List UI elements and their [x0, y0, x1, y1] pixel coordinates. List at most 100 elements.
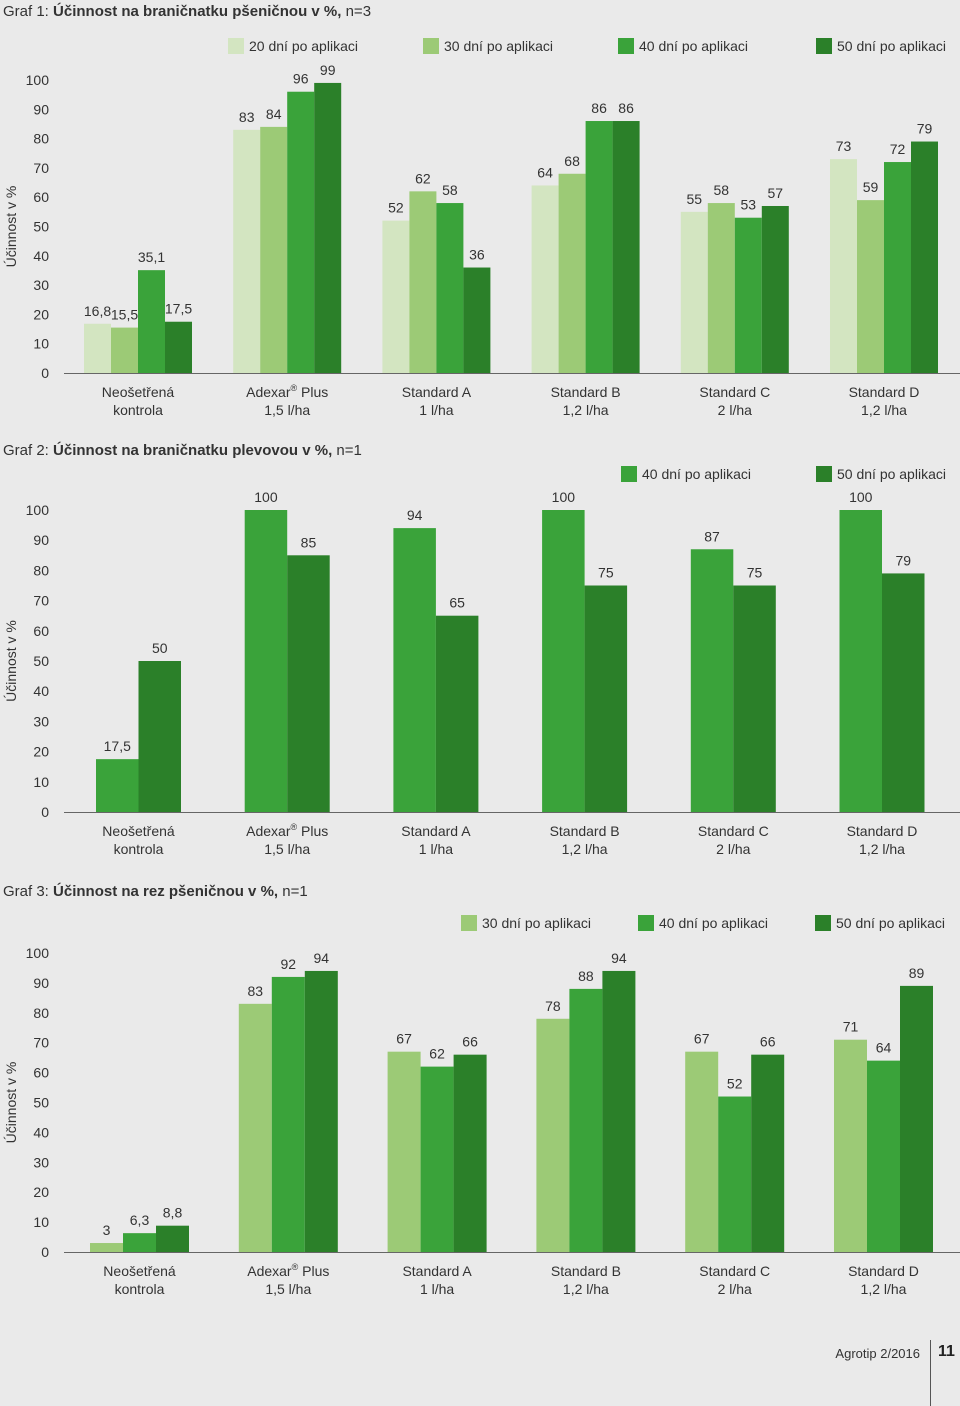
chart-1-legend-label-3: 40 dní po aplikaci — [639, 38, 748, 54]
chart-2-bar-2-1 — [244, 510, 288, 812]
chart-2-category-1-line1: Neošetřená — [102, 823, 175, 839]
chart-2-value-label-6-2: 79 — [895, 552, 911, 568]
chart-2-value-label-2-1: 100 — [254, 489, 278, 505]
chart-3-title-bold: Účinnost na rez pšeničnou v %, — [53, 883, 279, 900]
chart-3-bar-6-1 — [834, 1039, 867, 1252]
chart-1-value-label-2-1: 83 — [239, 109, 255, 125]
chart-3: Účinnost v % 0 10 20 30 40 50 60 70 80 90 100 30 dní… — [3, 915, 960, 1297]
chart-3-bar-4-2 — [569, 988, 603, 1252]
chart-3-value-label-3-1: 67 — [396, 1031, 412, 1047]
chart-2-title-prefix: Graf 2: — [3, 442, 54, 459]
chart-1-title-bold: Účinnost na braničnatku pšeničnou v %, — [53, 3, 342, 20]
chart-1-category-6-line2: 1,2 l/ha — [861, 402, 907, 418]
chart-2-title-suffix: n=1 — [332, 442, 362, 459]
chart-2-category-2-line1: Adexar® Plus — [246, 822, 328, 839]
chart-3-ytick-90: 90 — [33, 975, 49, 991]
chart-2-value-label-2-2: 85 — [301, 534, 317, 550]
chart-1-value-label-6-4: 79 — [917, 121, 933, 137]
chart-2-ytick-100: 100 — [26, 502, 50, 518]
journal-issue: Agrotip 2/2016 — [835, 1346, 920, 1361]
chart-2-value-label-1-1: 17,5 — [104, 738, 131, 754]
chart-3-ytick-20: 20 — [33, 1184, 49, 1200]
chart-3-legend-swatch-2 — [638, 915, 654, 931]
chart-1-bar-6-2 — [857, 200, 884, 373]
chart-1-ytick-100: 100 — [26, 72, 50, 88]
chart-1-bar-3-3 — [436, 203, 464, 373]
chart-1-value-label-3-3: 58 — [442, 182, 458, 198]
chart-2-legend-swatch-2 — [816, 466, 832, 482]
chart-2-category-6-line2: 1,2 l/ha — [859, 841, 905, 857]
chart-2-legend-label-2: 50 dní po aplikaci — [837, 466, 946, 482]
chart-3-bar-4-3 — [602, 970, 636, 1252]
chart-3-ytick-10: 10 — [33, 1214, 49, 1230]
chart-2-title: Graf 2: Účinnost na braničnatku plevovou… — [3, 442, 362, 459]
chart-1-bar-6-1 — [830, 159, 857, 373]
chart-2-value-label-1-2: 50 — [152, 640, 168, 656]
chart-1-bar-2-2 — [260, 126, 288, 373]
chart-2-legend-label-1: 40 dní po aplikaci — [642, 466, 751, 482]
chart-1-legend-swatch-2 — [423, 38, 439, 54]
chart-1-legend-label-2: 30 dní po aplikaci — [444, 38, 553, 54]
chart-1-value-label-4-4: 86 — [618, 100, 634, 116]
chart-2-category-3-line2: 1 l/ha — [419, 841, 453, 857]
chart-1-bar-5-4 — [761, 205, 789, 373]
chart-3-bar-6-3 — [900, 985, 933, 1252]
chart-1-value-label-6-1: 73 — [836, 138, 852, 154]
chart-1-category-5-line1: Standard C — [699, 384, 770, 400]
chart-2-value-label-4-2: 75 — [598, 565, 614, 581]
chart-1-ytick-20: 20 — [33, 306, 49, 322]
chart-2-bar-6-2 — [882, 573, 925, 812]
chart-2-value-label-6-1: 100 — [849, 489, 873, 505]
page-number: 11 — [938, 1343, 955, 1360]
chart-3-category-4-line2: 1,2 l/ha — [563, 1281, 609, 1297]
chart-1-bar-5-3 — [734, 217, 762, 373]
chart-1-value-label-1-1: 16,8 — [84, 303, 111, 319]
chart-3-value-label-5-1: 67 — [694, 1031, 710, 1047]
chart-2-legend-swatch-1 — [621, 466, 637, 482]
chart-3-category-5-line2: 2 l/ha — [718, 1281, 752, 1297]
chart-3-ytick-50: 50 — [33, 1095, 49, 1111]
chart-3-ytick-30: 30 — [33, 1154, 49, 1170]
chart-1-value-label-5-3: 53 — [741, 197, 757, 213]
chart-1-bar-4-2 — [558, 173, 586, 373]
chart-2-value-label-5-1: 87 — [704, 528, 720, 544]
chart-3-ytick-70: 70 — [33, 1035, 49, 1051]
chart-1-bar-5-2 — [707, 203, 735, 373]
chart-2-ytick-30: 30 — [33, 713, 49, 729]
chart-3-value-label-5-2: 52 — [727, 1076, 743, 1092]
chart-2-value-label-4-1: 100 — [552, 489, 576, 505]
chart-1-bar-6-3 — [884, 162, 911, 373]
chart-2-bar-6-1 — [839, 510, 882, 812]
chart-1-category-2-line1: Adexar® Plus — [246, 383, 328, 400]
chart-3-category-6-line2: 1,2 l/ha — [861, 1281, 907, 1297]
chart-3-bar-1-2 — [123, 1233, 156, 1252]
chart-1-value-label-1-2: 15,5 — [111, 307, 138, 323]
chart-1-value-label-2-3: 96 — [293, 71, 309, 87]
chart-3-value-label-3-2: 62 — [429, 1046, 445, 1062]
chart-3-value-label-1-2: 6,3 — [130, 1212, 150, 1228]
chart-1-value-label-6-2: 59 — [863, 179, 879, 195]
chart-1-bar-4-1 — [531, 185, 559, 373]
chart-1-value-label-2-2: 84 — [266, 106, 282, 122]
chart-2-ylabel: Účinnost v % — [3, 620, 19, 702]
chart-1-legend-label-4: 50 dní po aplikaci — [837, 38, 946, 54]
chart-3-category-4-line1: Standard B — [551, 1263, 621, 1279]
chart-2-bar-3-2 — [435, 615, 479, 812]
chart-3-title-suffix: n=1 — [278, 883, 308, 900]
chart-1-ylabel: Účinnost v % — [3, 186, 19, 268]
chart-3-bar-2-2 — [271, 976, 305, 1252]
chart-3-bar-1-1 — [90, 1243, 123, 1252]
chart-2-category-5-line1: Standard C — [698, 823, 769, 839]
chart-2-ytick-40: 40 — [33, 683, 49, 699]
chart-1-bar-4-3 — [585, 121, 613, 374]
chart-1-bar-2-4 — [314, 82, 342, 374]
chart-3-value-label-6-3: 89 — [909, 965, 925, 981]
chart-1-category-5-line2: 2 l/ha — [718, 402, 752, 418]
chart-3-bar-5-1 — [685, 1051, 719, 1252]
chart-2-bar-1-1 — [96, 759, 139, 812]
chart-2-ytick-10: 10 — [33, 774, 49, 790]
chart-3-bar-2-3 — [304, 970, 338, 1252]
chart-3-bar-3-2 — [420, 1066, 454, 1252]
chart-1-title-prefix: Graf 1: — [3, 3, 54, 20]
chart-1-value-label-3-2: 62 — [415, 170, 431, 186]
